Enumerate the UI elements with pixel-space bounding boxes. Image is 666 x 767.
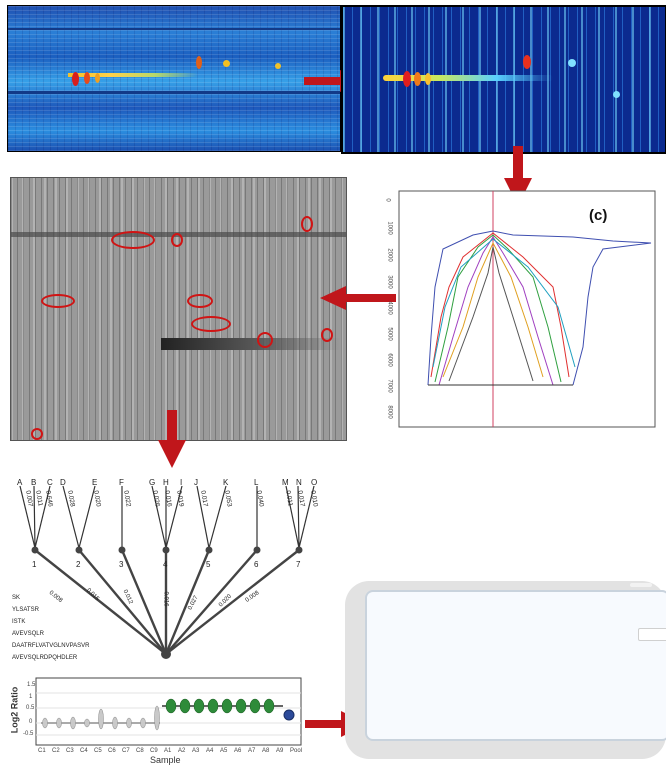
phone-button — [638, 628, 666, 641]
peak-spot — [275, 63, 281, 69]
leaf-letter: K — [223, 478, 229, 487]
x-tick: A8 — [262, 748, 270, 754]
x-tick: C9 — [150, 748, 158, 754]
peptide-item: SK — [12, 595, 21, 601]
leaf-letter: H — [163, 478, 169, 487]
peptide-item: YLSATSR — [12, 607, 39, 613]
y-tick: -0.5 — [23, 731, 34, 737]
peak-spot — [613, 91, 620, 98]
red-contour — [191, 316, 231, 332]
y-tick: 5000 — [386, 327, 393, 341]
x-tick: C8 — [136, 748, 144, 754]
y-tick: 0 — [384, 198, 391, 202]
x-tick: A5 — [220, 748, 228, 754]
spectrum-map — [10, 177, 347, 441]
peak-spot — [95, 73, 100, 83]
leaf-letter: C — [47, 478, 53, 487]
x-tick: C7 — [122, 748, 130, 754]
red-contour — [31, 428, 43, 440]
leaf-letter: L — [254, 478, 259, 487]
node-number: 3 — [119, 560, 124, 569]
red-contour — [321, 328, 333, 342]
x-tick: A7 — [248, 748, 256, 754]
peak-spot — [84, 72, 90, 84]
phone-speaker — [630, 583, 652, 587]
red-contour — [41, 294, 75, 308]
y-tick: 6000 — [386, 353, 393, 367]
arrow-left — [320, 286, 396, 310]
y-tick: 1 — [29, 694, 33, 700]
y-tick: 0 — [29, 719, 33, 725]
x-tick: A4 — [206, 748, 214, 754]
leaf-letter: I — [180, 478, 183, 487]
node-number: 5 — [206, 560, 211, 569]
leaf-letter: M — [282, 478, 289, 487]
node-number: 7 — [296, 560, 301, 569]
x-tick: Pool — [290, 748, 303, 754]
node-number: 6 — [254, 560, 259, 569]
peak-spot — [414, 72, 421, 86]
x-tick: C3 — [66, 748, 74, 754]
peak-spot — [223, 60, 230, 67]
peak-spot — [403, 71, 411, 87]
x-tick: A6 — [234, 748, 242, 754]
peak-spot — [72, 72, 79, 86]
heatmap-overview — [7, 5, 341, 152]
peptide-item: ISTK — [12, 619, 26, 625]
leaf-letter: B — [31, 478, 37, 487]
leaf-letter: J — [194, 478, 198, 487]
y-tick: 3000 — [386, 275, 393, 289]
red-contour — [187, 294, 213, 308]
x-tick: C5 — [94, 748, 102, 754]
branch-value: 0.016 — [162, 591, 169, 607]
x-tick: A2 — [178, 748, 186, 754]
peak-spot — [568, 59, 576, 67]
node-number: 2 — [76, 560, 81, 569]
phone-screen — [365, 590, 666, 741]
heatmap-zoom — [341, 5, 666, 154]
y-axis-label: Log2 Ratio — [9, 686, 20, 734]
red-contour — [257, 332, 273, 348]
peptide-item: AVEVSQLR — [12, 631, 44, 637]
leaf-letter: F — [119, 478, 124, 487]
red-contour — [301, 216, 313, 232]
violin-plot: 1.5 1 0.5 0 -0.5 Log2 Ratio Sample C1 C2 C… — [5, 673, 305, 765]
peak-spot — [523, 55, 531, 69]
peptide-tree — [19, 485, 315, 659]
y-tick: 2000 — [386, 248, 393, 262]
x-axis-label: Sample — [150, 755, 181, 765]
peak-spot — [196, 56, 202, 69]
leaf-letter: N — [296, 478, 302, 487]
y-tick: 1.5 — [27, 682, 36, 688]
x-tick: C6 — [108, 748, 116, 754]
peak-spot — [425, 73, 431, 85]
leaf-letter: E — [92, 478, 98, 487]
node-number: 1 — [32, 560, 37, 569]
red-contour — [171, 233, 183, 247]
x-tick: C1 — [38, 748, 46, 754]
leaf-letter: A — [17, 478, 23, 487]
red-contour — [111, 231, 155, 249]
y-tick: 1000 — [386, 221, 393, 235]
x-tick: C2 — [52, 748, 60, 754]
leaf-letter: G — [149, 478, 156, 487]
peptide-item: DAATRFLVATVGLNVPASVR — [12, 643, 90, 649]
peptide-item: AVEVSQLRDPQHDLER — [12, 655, 78, 661]
x-tick: A9 — [276, 748, 284, 754]
y-tick: 7000 — [386, 379, 393, 393]
panel-c-label: (c) — [589, 207, 608, 224]
leaf-letter: D — [60, 478, 66, 487]
panel-c: (c) 0 1000 2000 3000 4000 5000 6000 7000… — [383, 177, 659, 432]
y-tick: 4000 — [386, 301, 393, 315]
x-tick: A3 — [192, 748, 200, 754]
x-tick: C4 — [80, 748, 88, 754]
y-tick: 0.5 — [26, 705, 35, 711]
y-tick: 8000 — [386, 405, 393, 419]
arrow-down — [158, 410, 186, 468]
leaf-letter: O — [311, 478, 318, 487]
node-number: 4 — [163, 560, 168, 569]
x-tick: A1 — [164, 748, 172, 754]
